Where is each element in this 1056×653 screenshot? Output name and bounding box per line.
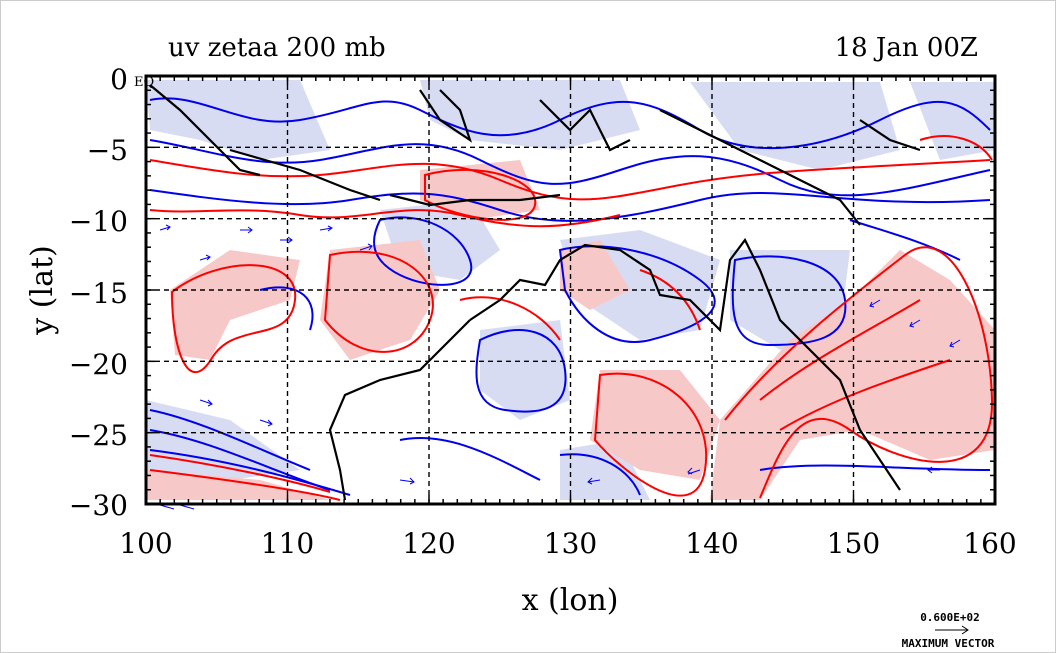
x-tick-label: 140 <box>685 527 738 560</box>
x-tick-label: 100 <box>119 527 172 560</box>
x-tick-label: 150 <box>827 527 880 560</box>
y-tick-label: −25 <box>69 419 128 452</box>
map-grid <box>146 76 995 504</box>
x-axis: 100 110 120 130 140 150 160 <box>119 527 1016 560</box>
vector-key: 0.600E+02 MAXIMUM VECTOR <box>902 611 995 650</box>
vector-key-arrow <box>935 625 969 635</box>
y-axis-title: y (lat) <box>25 245 60 335</box>
vector-key-label: MAXIMUM VECTOR <box>902 637 995 650</box>
x-axis-title: x (lon) <box>522 583 619 618</box>
wind-vectors <box>159 224 961 510</box>
plot-title-left: uv zetaa 200 mb <box>168 33 386 63</box>
y-tick-label: −5 <box>87 134 128 167</box>
map-area: EQ <box>134 74 997 510</box>
y-tick-label: −10 <box>69 205 128 238</box>
x-tick-label: 110 <box>261 527 314 560</box>
x-tick-label: 120 <box>402 527 455 560</box>
coastlines <box>149 84 921 501</box>
equator-label: EQ <box>134 75 154 90</box>
y-tick-label: −15 <box>69 277 128 310</box>
x-tick-label: 130 <box>544 527 597 560</box>
y-tick-label: 0 <box>110 63 128 96</box>
shaded-positive-vorticity <box>146 160 995 500</box>
x-tick-label: 160 <box>963 527 1016 560</box>
map-frame-ticks <box>145 75 996 505</box>
y-tick-label: −30 <box>69 489 128 522</box>
y-tick-label: −20 <box>69 348 128 381</box>
contours-negative <box>149 97 991 496</box>
plot-title-right: 18 Jan 00Z <box>835 33 978 63</box>
y-axis: 0 −5 −10 −15 −20 −25 −30 <box>69 63 128 522</box>
vector-key-value: 0.600E+02 <box>920 611 980 624</box>
contours-positive <box>149 135 994 501</box>
